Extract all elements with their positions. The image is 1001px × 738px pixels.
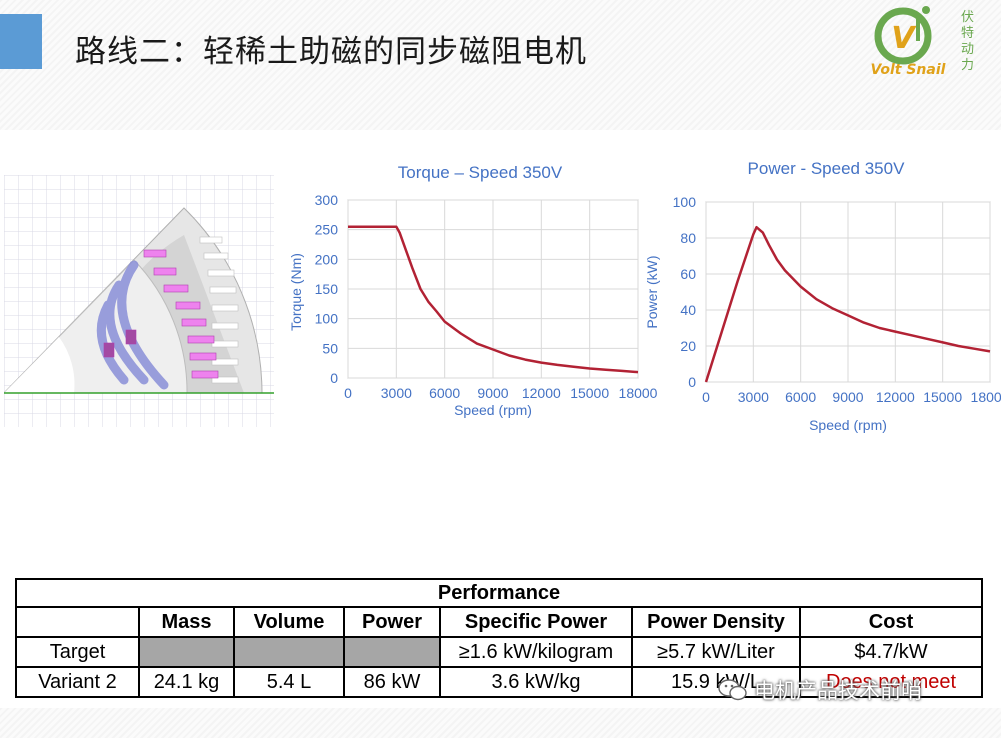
y-tick-label: 80 xyxy=(680,230,696,246)
column-header: Specific Power xyxy=(439,606,633,638)
plot-area: 0 3000 6000 9000 12000 15000 18000 0 50 100 150 200… xyxy=(315,192,658,401)
table-cell: 5.4 L xyxy=(233,666,345,698)
x-tick-label: 0 xyxy=(702,389,710,405)
table-cell: Does not meet xyxy=(798,666,984,698)
column-header: Mass xyxy=(138,606,235,638)
torque-speed-chart: Torque – Speed 350V Torque (Nm) Speed (r… xyxy=(288,163,658,418)
y-tick-label: 40 xyxy=(680,302,696,318)
y-tick-label: 50 xyxy=(322,340,338,356)
logo-char: 特 xyxy=(961,26,975,41)
y-tick-label: 250 xyxy=(315,222,339,238)
y-tick-label: 150 xyxy=(315,281,339,297)
y-axis-label: Power (kW) xyxy=(644,255,660,328)
y-axis-label: Torque (Nm) xyxy=(288,253,304,331)
y-tick-label: 20 xyxy=(680,338,696,354)
logo-char: 动 xyxy=(961,42,975,57)
table-cell: Target xyxy=(15,636,140,668)
x-tick-label: 18000 xyxy=(971,389,1001,405)
watermark: 电机产品技术前哨 xyxy=(718,672,922,708)
column-header: Power Density xyxy=(631,606,801,638)
svg-text:V: V xyxy=(891,21,917,56)
table-cell: 3.6 kW/kg xyxy=(439,666,633,698)
x-tick-label: 6000 xyxy=(429,385,460,401)
x-tick-label: 12000 xyxy=(522,385,561,401)
x-tick-label: 0 xyxy=(344,385,352,401)
y-tick-label: 200 xyxy=(315,251,339,267)
logo-char: 伏 xyxy=(961,10,975,25)
table-title: Performance xyxy=(14,578,984,608)
x-tick-label: 9000 xyxy=(832,389,863,405)
x-tick-label: 3000 xyxy=(381,385,412,401)
power-speed-chart: Power - Speed 350V Power (kW) Speed (rpm… xyxy=(644,159,1001,433)
logo-chinese-text: 伏 特 动 力 xyxy=(961,10,977,74)
table-cell xyxy=(138,636,235,668)
table-cell: 86 kW xyxy=(343,666,441,698)
header-band xyxy=(0,0,1001,130)
table-cell xyxy=(343,636,441,668)
x-tick-label: 18000 xyxy=(619,385,658,401)
x-tick-label: 15000 xyxy=(570,385,609,401)
y-tick-label: 300 xyxy=(315,192,339,208)
column-header: Volume xyxy=(233,606,345,638)
motor-cross-section-icon xyxy=(4,175,274,427)
slide-title: 路线二：轻稀土助磁的同步磁阻电机 xyxy=(75,34,587,70)
chart-title: Power - Speed 350V xyxy=(748,159,906,178)
logo-char: 力 xyxy=(961,58,975,73)
logo-name: Volt Snail xyxy=(870,62,946,78)
watermark-text: 电机产品技术前哨 xyxy=(754,679,922,703)
y-tick-label: 60 xyxy=(680,266,696,282)
y-tick-label: 100 xyxy=(315,311,339,327)
performance-table: Performance Mass Volume Power Specific P… xyxy=(14,578,984,698)
x-tick-label: 15000 xyxy=(923,389,962,405)
column-header xyxy=(15,606,140,638)
table-row: Target ≥1.6 kW/kilogram ≥5.7 kW/Liter $4… xyxy=(15,636,984,668)
volt-snail-logo: V xyxy=(874,6,932,65)
table-cell: 24.1 kg xyxy=(138,666,235,698)
table-cell xyxy=(233,636,345,668)
y-tick-label: 100 xyxy=(673,194,697,210)
series-line xyxy=(704,225,991,383)
table-cell: ≥1.6 kW/kilogram xyxy=(439,636,633,668)
title-accent-block xyxy=(0,14,42,69)
y-tick-label: 0 xyxy=(330,370,338,386)
x-axis-label: Speed (rpm) xyxy=(454,402,532,418)
x-tick-label: 3000 xyxy=(738,389,769,405)
column-header: Power xyxy=(343,606,441,638)
table-cell: ≥5.7 kW/Liter xyxy=(631,636,801,668)
plot-area: 0 3000 6000 9000 12000 15000 18000 0 20 40 60 80 100 xyxy=(673,194,1001,405)
y-tick-label: 0 xyxy=(688,374,696,390)
x-tick-label: 6000 xyxy=(785,389,816,405)
table-cell: $4.7/kW xyxy=(798,636,984,668)
footer-band xyxy=(0,708,1001,738)
wechat-icon xyxy=(718,679,747,701)
table-row: Variant 2 24.1 kg 5.4 L 86 kW 3.6 kW/kg … xyxy=(15,666,984,698)
table-header-row: Mass Volume Power Specific Power Power D… xyxy=(15,606,984,638)
x-tick-label: 9000 xyxy=(477,385,508,401)
table-cell: Variant 2 xyxy=(15,666,140,698)
series-line xyxy=(348,225,639,374)
column-header: Cost xyxy=(798,606,984,638)
chart-title: Torque – Speed 350V xyxy=(398,163,563,182)
x-axis-label: Speed (rpm) xyxy=(809,417,887,433)
x-tick-label: 12000 xyxy=(876,389,915,405)
